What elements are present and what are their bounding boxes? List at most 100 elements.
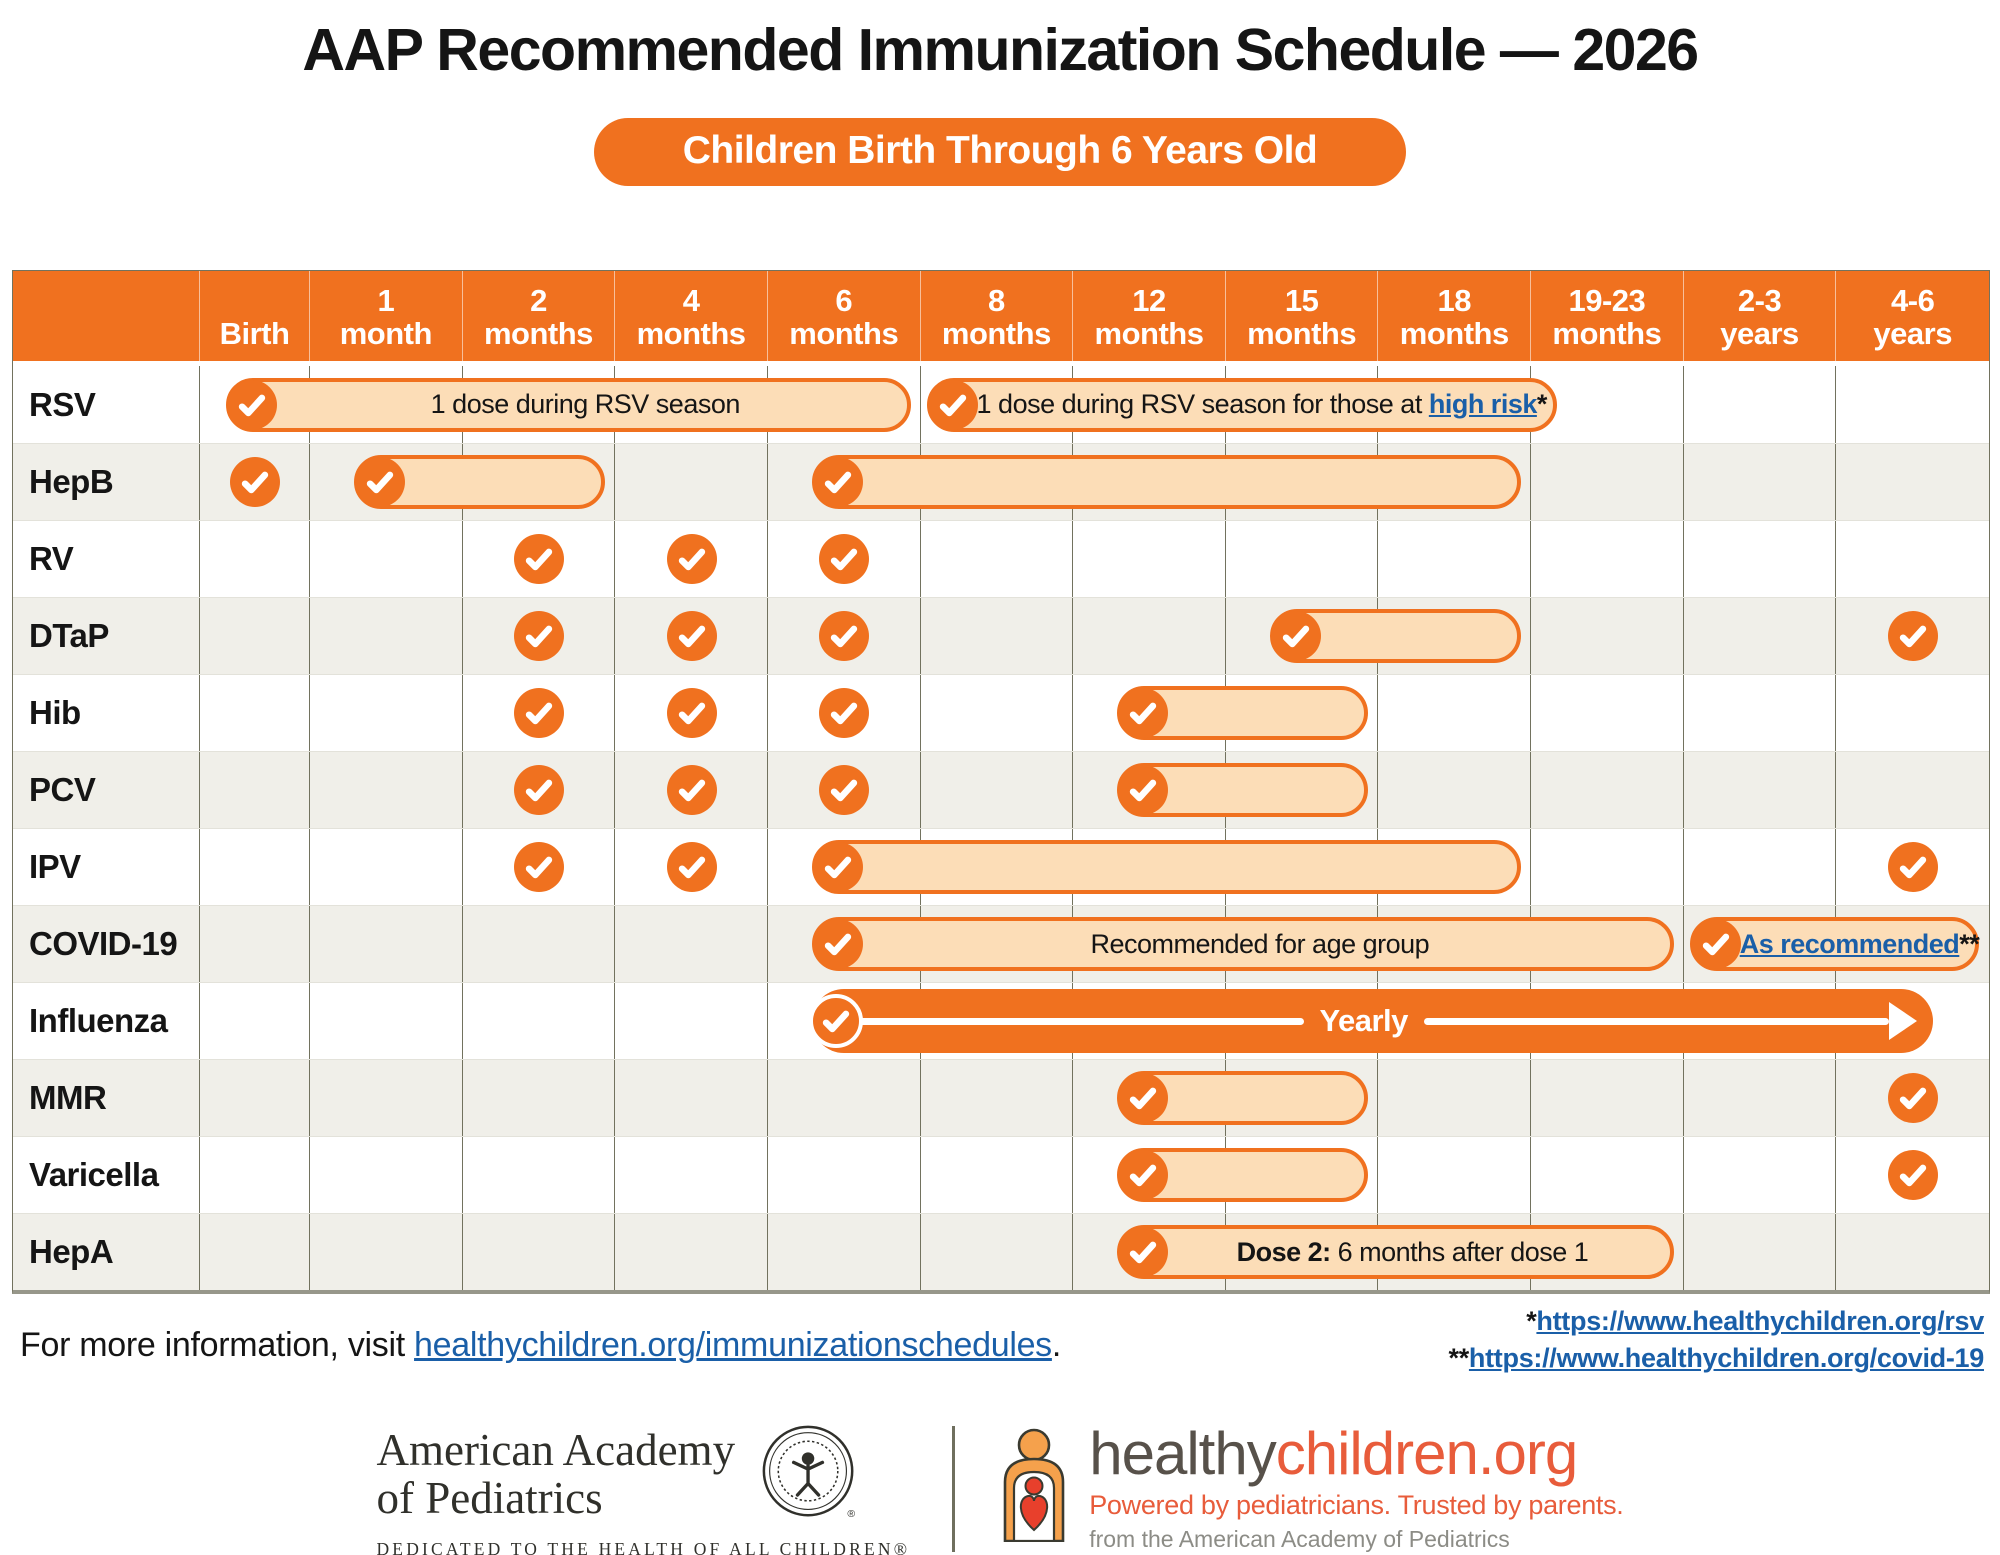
healthychildren-wordmark: healthychildren.org [1089,1420,1578,1487]
grid-cell [310,1060,463,1136]
grid-cell [1684,521,1837,597]
as-recommended-link[interactable]: As recommended [1739,928,1960,959]
dose-bar-text-part: ** [1959,928,1980,959]
logo-strip: American Academy of Pediatrics ® DEDICAT… [0,1424,2000,1555]
grid-cell [1684,1060,1837,1136]
dose-check-hib [819,688,870,738]
rsv-footnote-link[interactable]: https://www.healthychildren.org/rsv [1536,1306,1984,1336]
aap-name: American Academy of Pediatrics [376,1424,736,1523]
footnotes: *https://www.healthychildren.org/rsv **h… [1449,1303,1985,1378]
yearly-label: Yearly [1319,1003,1409,1038]
dose-bar-dtap [1269,609,1522,663]
grid-cell [1073,598,1226,674]
immunization-table: Birth 1 month 2 months 4 months 6 months 8 months 1… [12,270,1990,1294]
header-corner-cell [13,271,200,361]
dose-bar-influenza: Yearly [808,989,1933,1053]
table-row-covid-19: COVID-19 Recommended for age group As reco… [13,905,1989,982]
dose-bar-hepb [354,455,606,509]
grid-cell [768,752,921,828]
check-icon [1118,765,1169,815]
grid-cell [1836,444,1989,520]
grid-cell [200,829,310,905]
column-header-2-months: 2 months [463,271,616,361]
grid-cell [921,1137,1074,1213]
check-icon [666,688,717,738]
grid-cell [768,1137,921,1213]
grid-cell [463,1214,616,1290]
check-icon [1887,1150,1938,1200]
aap-logo-block: American Academy of Pediatrics ® DEDICAT… [376,1424,910,1555]
svg-text:®: ® [847,1508,855,1520]
grid-cell [463,444,616,520]
grid-cell [1836,752,1989,828]
dose-check-ipv [513,842,564,892]
grid-cell [615,906,768,982]
check-icon [666,611,717,661]
immunization-schedules-link[interactable]: healthychildren.org/immunizationschedule… [414,1326,1052,1364]
grid-cell [615,1060,768,1136]
grid-cell [1378,752,1532,828]
grid-cell [1531,1214,1684,1290]
check-icon [812,919,863,969]
grid-cell [1684,829,1837,905]
dose-bar-text-part: Recommended for age group [1090,928,1430,959]
row-label-ipv: IPV [13,829,200,905]
grid-cell [615,1214,768,1290]
grid-cell [1531,521,1684,597]
grid-cell [463,1060,616,1136]
row-label-pcv: PCV [13,752,200,828]
dose-bar-mmr [1117,1071,1369,1125]
table-header-row: Birth 1 month 2 months 4 months 6 months 8 months 1… [13,271,1989,366]
footnote-covid-stars: ** [1448,1343,1470,1374]
covid19-footnote-link[interactable]: https://www.healthychildren.org/covid-19 [1468,1343,1984,1374]
dose-check-pcv [513,765,564,815]
footnote-rsv-star: * [1526,1306,1537,1336]
grid-cell [1226,1137,1379,1213]
column-header-15-months: 15 months [1226,271,1379,361]
dose-bar-text: 1 dose during RSV season [276,389,895,420]
row-label-hepb: HepB [13,444,200,520]
check-icon [513,765,564,815]
logo-divider [952,1426,956,1552]
healthychildren-figure-icon [997,1424,1071,1547]
dose-check-rv [666,534,717,584]
check-icon [819,534,870,584]
subtitle-badge: Children Birth Through 6 Years Old [594,118,1406,186]
grid-cell [768,521,921,597]
grid-cell [1378,521,1532,597]
dose-bar-covid-19: As recommended** [1689,917,1980,971]
grid-cell [921,675,1074,751]
table-row-hepb: HepB [13,443,1989,520]
table-row-rsv: RSV 1 dose during RSV season 1 dose during… [13,366,1989,443]
check-icon [513,534,564,584]
grid-cell [921,1060,1074,1136]
grid-cell [200,598,310,674]
row-label-covid-19: COVID-19 [13,906,200,982]
healthychildren-logo-block: healthychildren.org Powered by pediatric… [997,1420,1624,1553]
check-icon [1118,1073,1169,1123]
grid-cell [615,983,768,1059]
high-risk-link[interactable]: high risk [1428,389,1538,419]
column-header-6-months: 6 months [768,271,921,361]
check-icon [1887,611,1938,661]
grid-cell [1684,598,1837,674]
grid-cell [1531,444,1684,520]
grid-cell [310,752,463,828]
grid-cell [310,906,463,982]
grid-cell [200,906,310,982]
grid-cell [1226,752,1379,828]
dose-check-dtap [513,611,564,661]
dose-bar-hib [1117,686,1369,740]
grid-cell [768,675,921,751]
column-header-19-23-months: 19-23 months [1531,271,1684,361]
grid-cell [1684,675,1837,751]
grid-cell [200,675,310,751]
grid-cell [1684,752,1837,828]
column-header-2-3-years: 2-3 years [1684,271,1837,361]
more-info-prefix: For more information, visit [20,1326,415,1364]
dose-bar-text-part: 1 dose during RSV season for those at [976,389,1429,419]
grid-cell [1531,1060,1684,1136]
check-icon [812,842,863,892]
grid-cell [1836,675,1989,751]
dose-check-mmr [1887,1073,1938,1123]
